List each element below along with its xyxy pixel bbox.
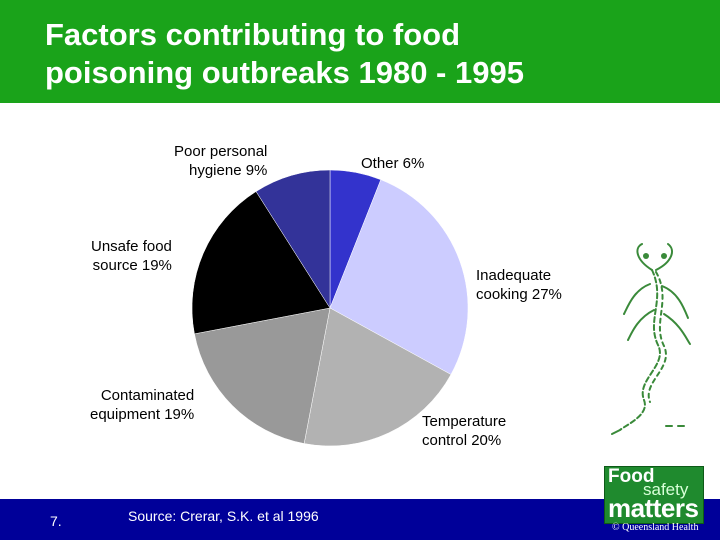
bacteria-illustration	[611, 243, 691, 435]
pie-slice-inadequate-cooking	[329, 179, 469, 375]
title-line-1: Factors contributing to food	[45, 17, 461, 52]
logo-text-matters: matters	[608, 493, 699, 523]
source-citation: Source: Crerar, S.K. et al 1996	[128, 508, 319, 524]
pie-label-temperature-control: Temperature control 20%	[422, 413, 507, 449]
page-title: Factors contributing to food poisoning o…	[45, 16, 524, 92]
pie-label-poor-personal-hygiene: Poor personal hygiene 9%	[174, 143, 268, 179]
pie-slice-contaminated-equipment	[194, 307, 331, 444]
logo-text-safety: safety	[643, 480, 689, 499]
logo-text-food: Food	[608, 466, 655, 487]
copyright-text: © Queensland Health	[612, 522, 699, 533]
pie-slice-poor-personal-hygiene	[255, 169, 331, 309]
pie-label-contaminated-equipment: Contaminated equipment 19%	[90, 387, 195, 423]
title-bar	[0, 0, 720, 103]
slide-number: 7.	[50, 513, 62, 529]
footer-bar	[0, 499, 720, 540]
pie-label-inadequate-cooking: Inadequate cooking 27%	[476, 267, 562, 303]
pie-label-other: Other 6%	[361, 155, 425, 172]
title-line-2: poisoning outbreaks 1980 - 1995	[45, 55, 524, 90]
pie-slice-temperature-control	[303, 307, 452, 447]
pie-slice-unsafe-food-source	[191, 191, 331, 335]
pie-label-unsafe-food-source: Unsafe food source 19%	[91, 238, 172, 274]
food-safety-matters-logo: Food safety matters	[604, 466, 704, 524]
